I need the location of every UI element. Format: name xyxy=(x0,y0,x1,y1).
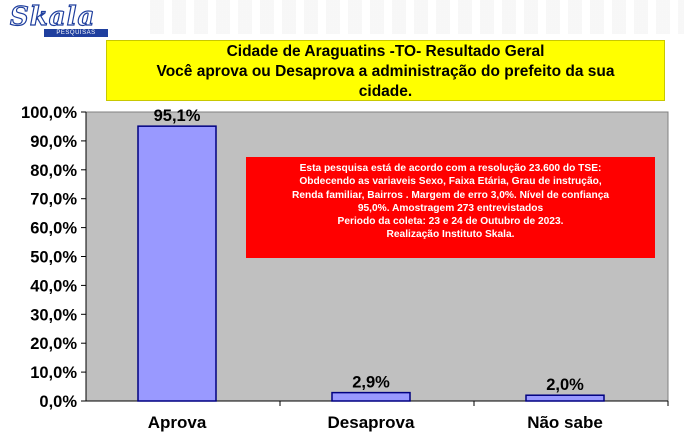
chart-title-line-3: cidade. xyxy=(358,83,413,100)
x-tick-label: Aprova xyxy=(148,413,207,432)
note-line: Periodo da coleta: 23 e 24 de Outubro de… xyxy=(337,216,564,228)
y-tick-label: 60,0% xyxy=(30,220,77,238)
skala-logo: Skala PESQUISAS xyxy=(4,1,108,37)
y-tick-label: 20,0% xyxy=(30,335,77,353)
data-label: 95,1% xyxy=(154,107,201,125)
note-line: Realização Instituto Skala. xyxy=(386,229,515,241)
y-tick-label: 30,0% xyxy=(30,306,77,324)
y-tick-label: 0,0% xyxy=(39,393,77,411)
note-line: Obdecendo as variaveis Sexo, Faixa Etári… xyxy=(299,176,602,188)
y-tick-label: 70,0% xyxy=(30,191,77,209)
chart-title-box: Cidade de Araguatins -TO- Resultado Gera… xyxy=(106,40,665,101)
y-tick-label: 80,0% xyxy=(30,162,77,180)
y-tick-label: 100,0% xyxy=(21,104,77,122)
logo-tagline: PESQUISAS xyxy=(44,29,108,37)
header-watermark xyxy=(150,0,684,34)
chart-title-line-1: Cidade de Araguatins -TO- Resultado Gera… xyxy=(226,43,545,60)
y-tick-label: 50,0% xyxy=(30,249,77,267)
y-tick-label: 90,0% xyxy=(30,133,77,151)
data-label: 2,9% xyxy=(352,374,390,392)
x-tick-label: Desaprova xyxy=(328,413,415,432)
bar xyxy=(137,125,217,402)
y-tick-label: 40,0% xyxy=(30,277,77,295)
note-line: 95,0%. Amostragem 273 entrevistados xyxy=(357,202,544,214)
logo-name: Skala xyxy=(9,1,96,32)
x-tick-label: Não sabe xyxy=(527,413,603,432)
y-tick-label: 10,0% xyxy=(30,364,77,382)
note-line: Esta pesquisa está de acordo com a resol… xyxy=(299,163,602,174)
methodology-note: Esta pesquisa está de acordo com a resol… xyxy=(246,157,655,258)
note-line: Renda familiar, Bairros . Margem de erro… xyxy=(291,189,610,201)
bar xyxy=(331,391,411,402)
chart-title-line-2: Você aprova ou Desaprova a administração… xyxy=(156,63,615,80)
bar xyxy=(525,394,605,402)
data-label: 2,0% xyxy=(546,376,584,394)
